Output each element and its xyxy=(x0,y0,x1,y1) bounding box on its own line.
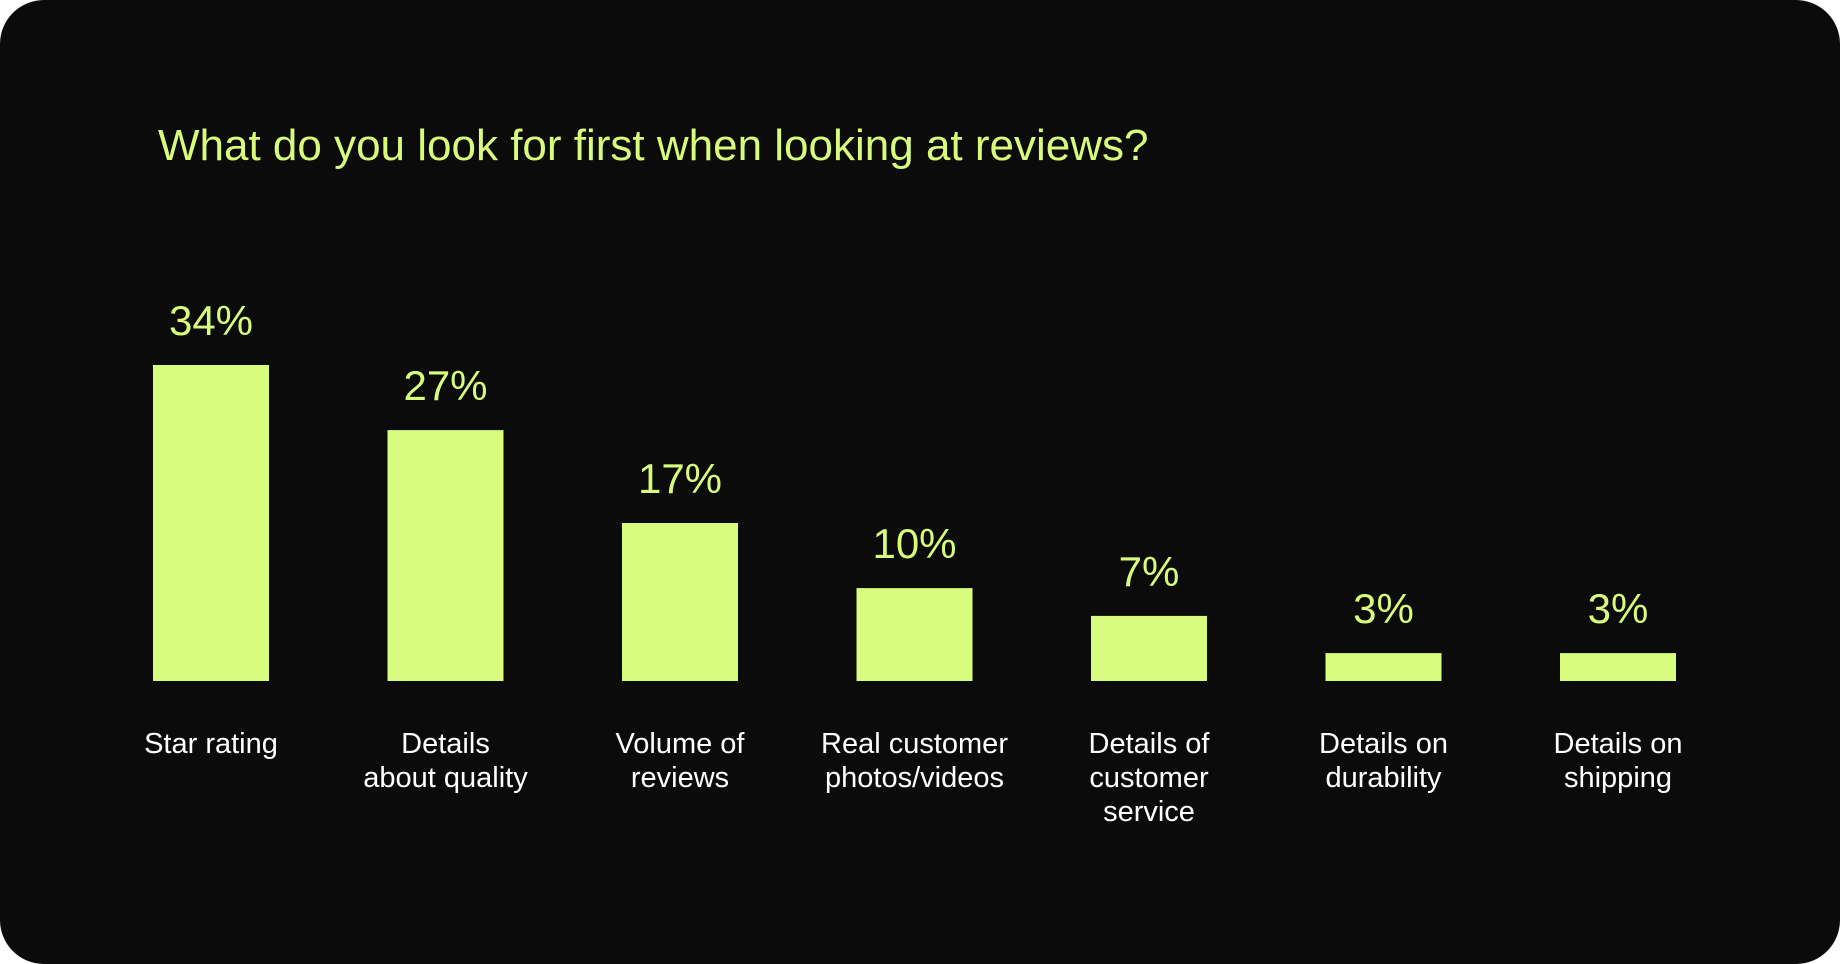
category-label-line: photos/videos xyxy=(825,762,1004,794)
bar-6 xyxy=(1560,653,1676,681)
category-label-0: Star rating xyxy=(144,728,278,760)
bar-value-label-4: 7% xyxy=(1119,548,1180,595)
category-label-2: Volume of reviews xyxy=(616,728,746,794)
category-label-line: Details on xyxy=(1554,728,1683,760)
category-label-line: service xyxy=(1103,796,1195,828)
category-label-line: durability xyxy=(1325,762,1442,794)
bar-value-label-1: 27% xyxy=(403,362,487,409)
category-label-1: Details about quality xyxy=(363,728,528,794)
category-label-line: Star rating xyxy=(144,728,278,760)
category-label-line: Details xyxy=(401,728,490,760)
bar-2 xyxy=(622,523,738,681)
category-label-line: about quality xyxy=(363,762,528,794)
bar-value-label-6: 3% xyxy=(1588,585,1649,632)
bar-3 xyxy=(856,588,973,681)
category-label-line: Details of xyxy=(1089,728,1211,760)
category-label-line: Volume of xyxy=(616,728,746,760)
bar-value-label-2: 17% xyxy=(638,455,722,502)
category-label-line: Details on xyxy=(1319,728,1448,760)
bar-value-label-5: 3% xyxy=(1353,585,1414,632)
category-label-line: shipping xyxy=(1564,762,1672,794)
bar-0 xyxy=(153,365,269,681)
category-label-line: Real customer xyxy=(821,728,1008,760)
bar-1 xyxy=(387,430,504,681)
bar-4 xyxy=(1091,615,1207,681)
category-label-5: Details on durability xyxy=(1319,728,1448,794)
chart-title: What do you look for first when looking … xyxy=(158,121,1149,170)
category-label-6: Details on shipping xyxy=(1554,728,1683,794)
category-label-4: Details of customer service xyxy=(1089,728,1211,828)
category-label-3: Real customer photos/videos xyxy=(821,728,1008,794)
bar-value-label-3: 10% xyxy=(872,520,956,567)
category-label-line: customer xyxy=(1089,762,1209,794)
category-label-line: reviews xyxy=(631,762,729,794)
bar-value-label-0: 34% xyxy=(169,297,253,344)
bar-5 xyxy=(1325,653,1442,681)
